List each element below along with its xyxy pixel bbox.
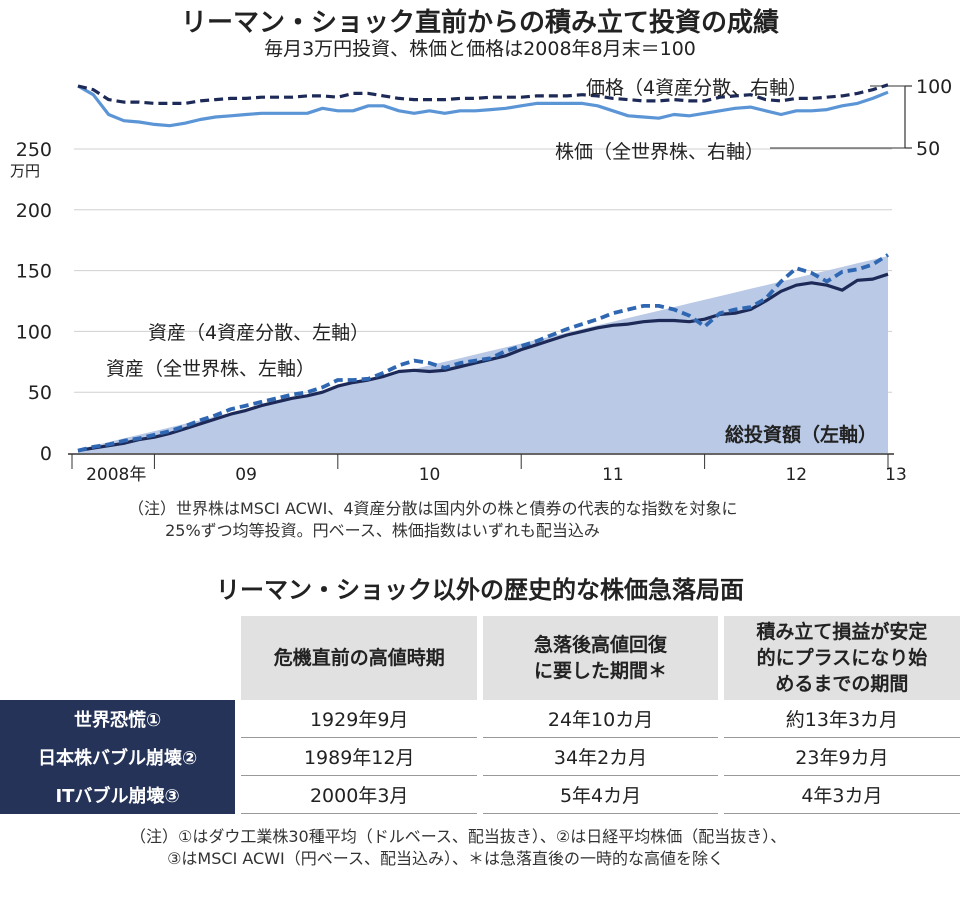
chart-title: リーマン・ショック直前からの積み立て投資の成績 [180, 8, 779, 38]
diversified-asset-line [77, 253, 890, 453]
table-corner [0, 616, 236, 700]
price-index-line [77, 83, 889, 105]
table-title: リーマン・ショック以外の歴史的な株価急落局面 [216, 576, 744, 604]
y-tick-label: 200 [16, 200, 52, 222]
table-cell: 24年10カ月 [483, 700, 718, 738]
table-header: 急落後高値回復 に要した期間＊ [483, 616, 718, 700]
x-tick-label: 2008年 [86, 465, 146, 485]
price-index-label: 価格（4資産分散、右軸） [586, 77, 807, 99]
table-cell: 1989年12月 [241, 738, 478, 776]
stock-index-label: 株価（全世界株、右軸） [555, 141, 764, 163]
x-tick-label: 11 [602, 465, 624, 485]
world-asset-label: 資産（全世界株、左軸） [106, 358, 315, 380]
table-cell: 34年2カ月 [483, 738, 718, 776]
y-tick-label: 150 [16, 261, 52, 283]
crash-table: 危機直前の高値時期 急落後高値回復 に要した期間＊ 積み立て損益が安定 的にプラ… [0, 616, 960, 814]
table-note: （注）①はダウ工業株30種平均（ドルベース、配当抜き）、②は日経平均株価（配当抜… [130, 827, 787, 868]
total-investment-area [78, 256, 888, 453]
chart-note: （注）世界株はMSCI ACWI、4資産分散は国内外の株と債券の代表的な指数を対… [128, 499, 738, 540]
x-tick-label: 13 [885, 465, 907, 485]
table-cell: 4年3カ月 [723, 776, 960, 814]
y-tick-label: 50 [28, 382, 52, 404]
x-tick-label: 12 [785, 465, 807, 485]
x-tick-label: 09 [235, 465, 257, 485]
x-tick-label: 10 [419, 465, 441, 485]
row-label: 日本株バブル崩壊② [0, 738, 236, 776]
table-row: ITバブル崩壊③ 2000年3月 5年4カ月 4年3カ月 [0, 776, 960, 814]
total-investment-label: 総投資額（左軸） [725, 423, 877, 446]
table-header: 積み立て損益が安定 的にプラスになり始 めるまでの期間 [723, 616, 960, 700]
table-cell: 23年9カ月 [723, 738, 960, 776]
table-cell: 1929年9月 [241, 700, 478, 738]
y-tick-label: 100 [16, 321, 52, 343]
y-tick-label: 0 [40, 443, 52, 465]
row-label: ITバブル崩壊③ [0, 776, 236, 814]
table-row: 日本株バブル崩壊② 1989年12月 34年2カ月 23年9カ月 [0, 738, 960, 776]
right-tick-label: 100 [916, 76, 952, 98]
diversified-asset-label: 資産（4資産分散、左軸） [148, 322, 369, 344]
chart-subtitle: 毎月3万円投資、株価と価格は2008年8月末＝100 [264, 38, 696, 60]
table-header: 危機直前の高値時期 [241, 616, 478, 700]
row-label: 世界恐慌① [0, 700, 236, 738]
y-tick-label: 250 [16, 139, 52, 161]
right-tick-label: 50 [916, 138, 940, 160]
table-row: 世界恐慌① 1929年9月 24年10カ月 約13年3カ月 [0, 700, 960, 738]
stock-index-line [77, 84, 889, 128]
y-axis-unit: 万円 [10, 162, 40, 180]
table-cell: 5年4カ月 [483, 776, 718, 814]
table-cell: 約13年3カ月 [723, 700, 960, 738]
table-cell: 2000年3月 [241, 776, 478, 814]
